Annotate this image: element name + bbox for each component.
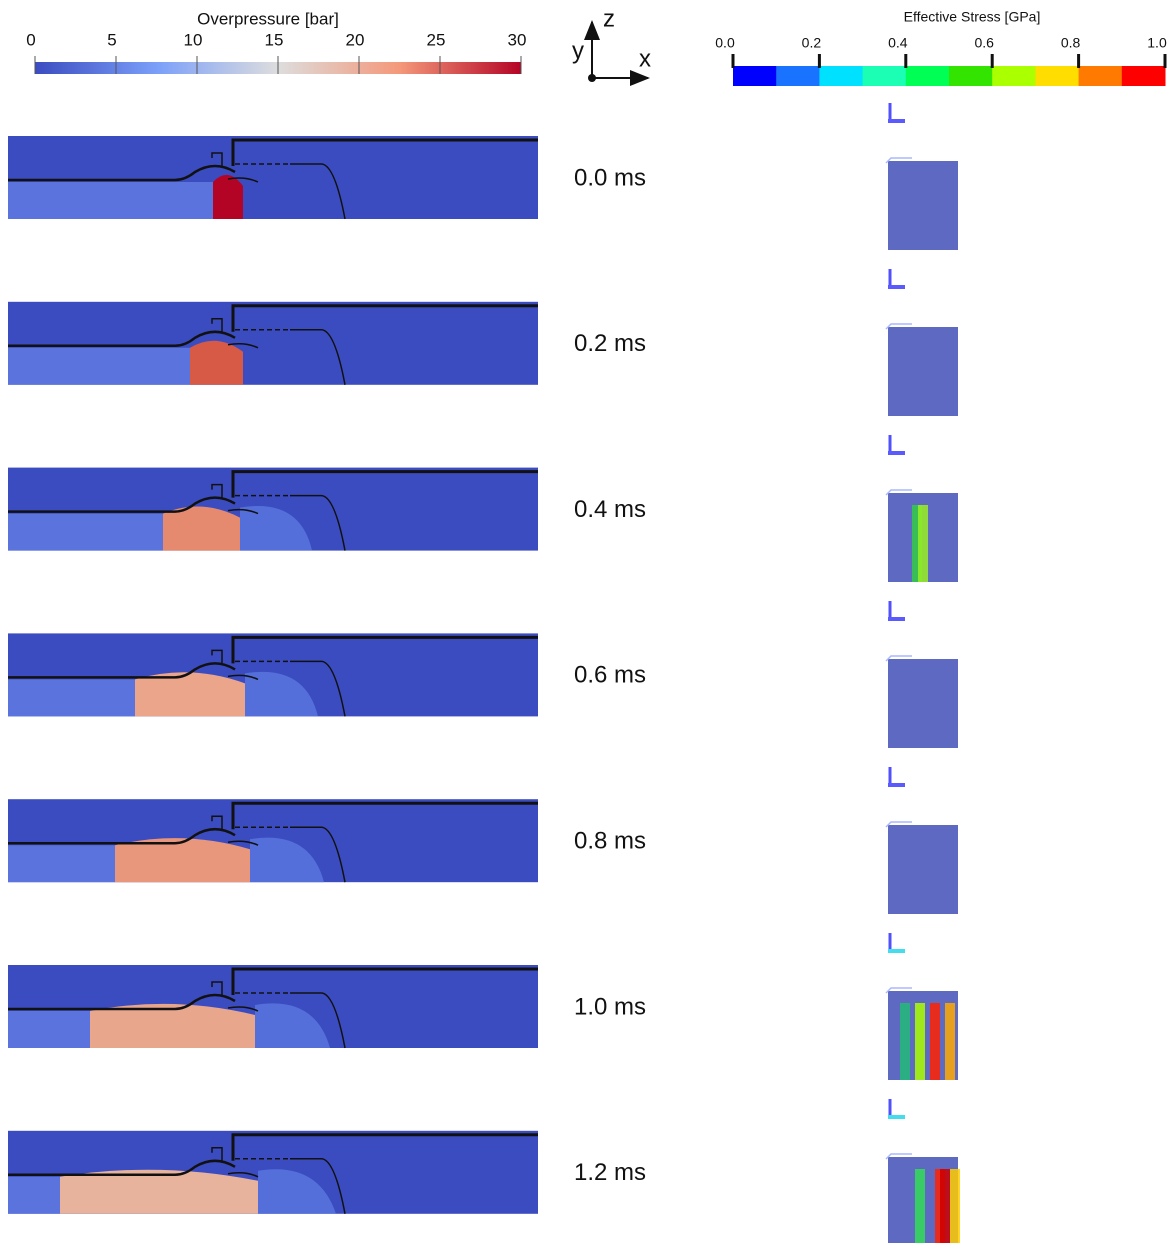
overpressure-title: Overpressure [bar]	[197, 9, 339, 28]
stripe	[918, 505, 928, 582]
frame: 0.2 ms	[8, 269, 958, 416]
stripe	[888, 659, 958, 748]
tick-label: 0.0	[715, 35, 735, 51]
colorbar-segment	[819, 66, 863, 86]
tick-label: 0.4	[888, 35, 908, 51]
light-region	[8, 1177, 60, 1214]
tick-label: 1.0	[1147, 35, 1167, 51]
tick-label: 15	[265, 30, 284, 49]
light-region	[8, 679, 135, 716]
gas-region	[190, 341, 243, 385]
tick-label: 0.2	[802, 35, 822, 51]
axis-z: z	[603, 5, 615, 32]
axes-triad: z y x	[572, 5, 651, 82]
stripe	[888, 327, 958, 416]
axis-y: y	[572, 37, 584, 64]
tick-label: 0.6	[974, 35, 994, 51]
colorbar-segment	[906, 66, 950, 86]
stripe	[915, 1169, 925, 1243]
stripe	[888, 825, 958, 914]
time-label: 0.6 ms	[574, 662, 646, 689]
frame: 1.0 ms	[8, 933, 958, 1080]
frame: 0.8 ms	[8, 767, 958, 914]
tick-label: 30	[508, 30, 527, 49]
frame: 0.6 ms	[8, 601, 958, 748]
frame: 1.2 ms	[8, 1099, 960, 1243]
time-label: 1.0 ms	[574, 993, 646, 1020]
stripe	[940, 1169, 950, 1243]
axis-x: x	[639, 45, 651, 72]
frame: 0.0 ms	[8, 103, 958, 250]
colorbar-segment	[949, 66, 993, 86]
gas-region	[163, 506, 240, 550]
light-region	[8, 845, 115, 882]
tick-label: 20	[346, 30, 365, 49]
time-label: 0.0 ms	[574, 164, 646, 191]
stripe	[900, 1003, 910, 1080]
gas-region	[60, 1170, 258, 1214]
colorbar-segment	[1079, 66, 1123, 86]
colorbar-segment	[1122, 66, 1166, 86]
gas-region	[115, 838, 250, 882]
tick-label: 10	[184, 30, 203, 49]
tick-label: 25	[427, 30, 446, 49]
light-region	[8, 1011, 90, 1048]
light-region	[8, 514, 163, 551]
gas-region	[135, 672, 245, 716]
stripe	[930, 1003, 940, 1080]
frame: 0.4 ms	[8, 435, 958, 582]
tick-label: 0	[26, 30, 35, 49]
colorbar-segment	[733, 66, 777, 86]
stress-title: Effective Stress [GPa]	[904, 9, 1041, 25]
stripe	[950, 1169, 960, 1243]
light-region	[8, 348, 190, 385]
colorbar-segment	[992, 66, 1036, 86]
gas-region	[90, 1004, 255, 1048]
stripe	[888, 161, 958, 250]
time-label: 0.8 ms	[574, 828, 646, 855]
time-label: 0.2 ms	[574, 330, 646, 357]
light-region	[8, 182, 213, 219]
tick-label: 5	[107, 30, 116, 49]
colorbar-segment	[863, 66, 907, 86]
figure: Overpressure [bar] Effective Stress [GPa…	[0, 0, 1176, 1243]
stripe	[945, 1003, 955, 1080]
colorbar-segment	[1035, 66, 1079, 86]
time-label: 1.2 ms	[574, 1159, 646, 1186]
time-label: 0.4 ms	[574, 496, 646, 523]
stripe	[915, 1003, 925, 1080]
tick-label: 0.8	[1061, 35, 1081, 51]
gas-region	[213, 175, 243, 219]
colorbar-segment	[776, 66, 820, 86]
